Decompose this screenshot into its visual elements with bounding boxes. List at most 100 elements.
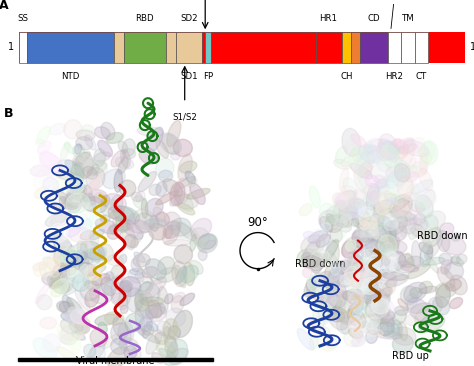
Ellipse shape	[39, 152, 64, 172]
Ellipse shape	[348, 146, 365, 163]
Ellipse shape	[356, 264, 376, 287]
Ellipse shape	[85, 176, 102, 193]
Ellipse shape	[75, 152, 93, 179]
Ellipse shape	[59, 197, 67, 208]
Ellipse shape	[87, 179, 100, 196]
Ellipse shape	[441, 266, 448, 275]
Ellipse shape	[123, 149, 136, 159]
Ellipse shape	[171, 151, 180, 160]
Ellipse shape	[373, 207, 384, 223]
Ellipse shape	[64, 307, 77, 317]
Ellipse shape	[352, 322, 365, 343]
Ellipse shape	[92, 273, 110, 285]
Bar	[205, 32, 211, 63]
Ellipse shape	[404, 192, 418, 200]
Ellipse shape	[349, 302, 363, 314]
Bar	[401, 32, 415, 63]
Ellipse shape	[398, 321, 408, 341]
Ellipse shape	[64, 120, 82, 139]
Ellipse shape	[382, 226, 394, 241]
Ellipse shape	[174, 245, 192, 264]
Bar	[351, 32, 360, 63]
Ellipse shape	[155, 191, 179, 205]
Ellipse shape	[334, 159, 351, 169]
Ellipse shape	[378, 216, 396, 240]
Ellipse shape	[419, 169, 433, 190]
Ellipse shape	[130, 348, 141, 359]
Ellipse shape	[73, 250, 83, 265]
Ellipse shape	[451, 255, 460, 264]
Ellipse shape	[73, 251, 89, 270]
Ellipse shape	[371, 204, 386, 226]
Ellipse shape	[113, 217, 130, 231]
Ellipse shape	[173, 176, 195, 190]
Ellipse shape	[410, 182, 421, 199]
Ellipse shape	[118, 285, 131, 310]
Ellipse shape	[84, 265, 106, 277]
Ellipse shape	[377, 149, 397, 162]
Ellipse shape	[442, 236, 466, 255]
Ellipse shape	[61, 334, 73, 344]
Ellipse shape	[398, 299, 409, 311]
Bar	[19, 32, 27, 63]
Ellipse shape	[297, 249, 319, 268]
Ellipse shape	[177, 223, 196, 241]
Ellipse shape	[395, 306, 408, 315]
Ellipse shape	[369, 277, 382, 288]
Ellipse shape	[361, 152, 373, 167]
Ellipse shape	[343, 256, 366, 274]
Ellipse shape	[415, 189, 436, 208]
Ellipse shape	[326, 240, 339, 266]
Ellipse shape	[313, 303, 333, 325]
Ellipse shape	[377, 322, 394, 336]
Ellipse shape	[346, 240, 356, 251]
Ellipse shape	[50, 274, 70, 294]
Ellipse shape	[375, 269, 396, 281]
Ellipse shape	[359, 214, 377, 229]
Ellipse shape	[344, 261, 353, 277]
Ellipse shape	[37, 295, 52, 310]
Text: HR2: HR2	[385, 72, 403, 81]
Ellipse shape	[395, 152, 416, 169]
Ellipse shape	[407, 210, 419, 223]
Ellipse shape	[59, 326, 79, 345]
Ellipse shape	[163, 225, 179, 244]
Ellipse shape	[52, 231, 63, 241]
Ellipse shape	[375, 179, 387, 189]
Ellipse shape	[120, 219, 143, 239]
Ellipse shape	[356, 319, 373, 339]
Ellipse shape	[60, 249, 71, 264]
Ellipse shape	[308, 275, 325, 292]
Ellipse shape	[306, 279, 316, 292]
Ellipse shape	[162, 134, 179, 154]
Ellipse shape	[425, 250, 433, 259]
Ellipse shape	[130, 268, 143, 275]
Text: 1273: 1273	[470, 42, 474, 52]
Ellipse shape	[79, 266, 90, 275]
Ellipse shape	[356, 164, 366, 188]
Ellipse shape	[90, 246, 107, 262]
Ellipse shape	[317, 287, 328, 295]
Ellipse shape	[87, 163, 107, 176]
Ellipse shape	[98, 140, 112, 157]
Ellipse shape	[131, 259, 140, 272]
Ellipse shape	[142, 266, 157, 278]
Ellipse shape	[322, 274, 332, 286]
Ellipse shape	[163, 179, 183, 197]
Ellipse shape	[372, 298, 390, 314]
Ellipse shape	[367, 271, 378, 288]
Ellipse shape	[159, 348, 177, 361]
Ellipse shape	[138, 282, 160, 302]
Ellipse shape	[319, 291, 336, 309]
Ellipse shape	[118, 157, 128, 174]
Ellipse shape	[380, 209, 405, 227]
Ellipse shape	[175, 266, 187, 284]
Ellipse shape	[81, 202, 92, 209]
Ellipse shape	[74, 332, 83, 340]
Ellipse shape	[395, 211, 417, 223]
Ellipse shape	[369, 183, 375, 200]
Ellipse shape	[77, 241, 88, 259]
Ellipse shape	[341, 199, 366, 218]
Ellipse shape	[118, 322, 134, 343]
Ellipse shape	[155, 332, 168, 344]
